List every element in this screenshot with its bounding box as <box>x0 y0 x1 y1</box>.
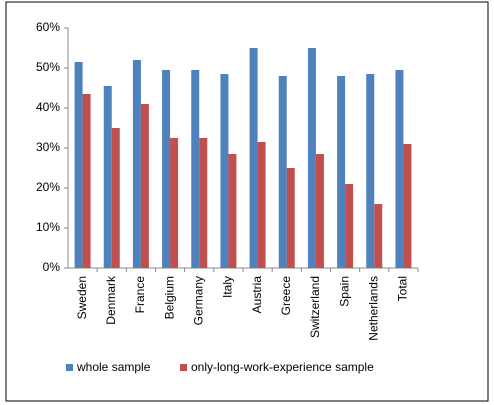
bar <box>366 74 375 268</box>
bar <box>395 70 404 268</box>
bar <box>345 184 354 268</box>
x-tick-label: Spain <box>337 276 351 307</box>
x-tick-label: Netherlands <box>366 276 380 341</box>
bar <box>140 104 149 268</box>
bar <box>103 86 112 268</box>
bar <box>228 154 237 268</box>
y-tick-label: 60% <box>36 20 60 34</box>
bar <box>278 76 287 268</box>
y-tick-label: 30% <box>36 140 60 154</box>
bar <box>307 48 316 268</box>
legend-swatch <box>180 364 187 371</box>
bar <box>315 154 324 268</box>
bar <box>199 138 208 268</box>
y-tick-label: 10% <box>36 220 60 234</box>
y-tick-label: 0% <box>43 260 61 274</box>
bar <box>403 144 412 268</box>
x-tick-label: Denmark <box>104 275 118 325</box>
bar <box>337 76 346 268</box>
bar <box>191 70 200 268</box>
legend-swatch <box>66 364 73 371</box>
x-tick-label: Belgium <box>162 276 176 319</box>
bar <box>162 70 171 268</box>
bar <box>170 138 179 268</box>
x-tick-label: Greece <box>279 276 293 316</box>
bar <box>132 60 141 268</box>
x-tick-label: Germany <box>191 276 205 325</box>
bar <box>286 168 295 268</box>
bar <box>220 74 229 268</box>
bar <box>111 128 120 268</box>
x-tick-label: Italy <box>221 276 235 298</box>
y-tick-label: 40% <box>36 100 60 114</box>
legend-label: whole sample <box>76 360 151 374</box>
bar <box>74 62 83 268</box>
bar <box>374 204 383 268</box>
x-tick-label: Austria <box>250 276 264 314</box>
bar <box>249 48 258 268</box>
x-tick-label: Switzerland <box>308 276 322 338</box>
bar <box>257 142 266 268</box>
bar <box>82 94 91 268</box>
x-tick-label: Total <box>396 276 410 301</box>
legend-label: only-long-work-experience sample <box>191 360 374 374</box>
y-tick-label: 20% <box>36 180 60 194</box>
x-tick-label: France <box>133 276 147 314</box>
x-tick-label: Sweden <box>75 276 89 319</box>
y-tick-label: 50% <box>36 60 60 74</box>
